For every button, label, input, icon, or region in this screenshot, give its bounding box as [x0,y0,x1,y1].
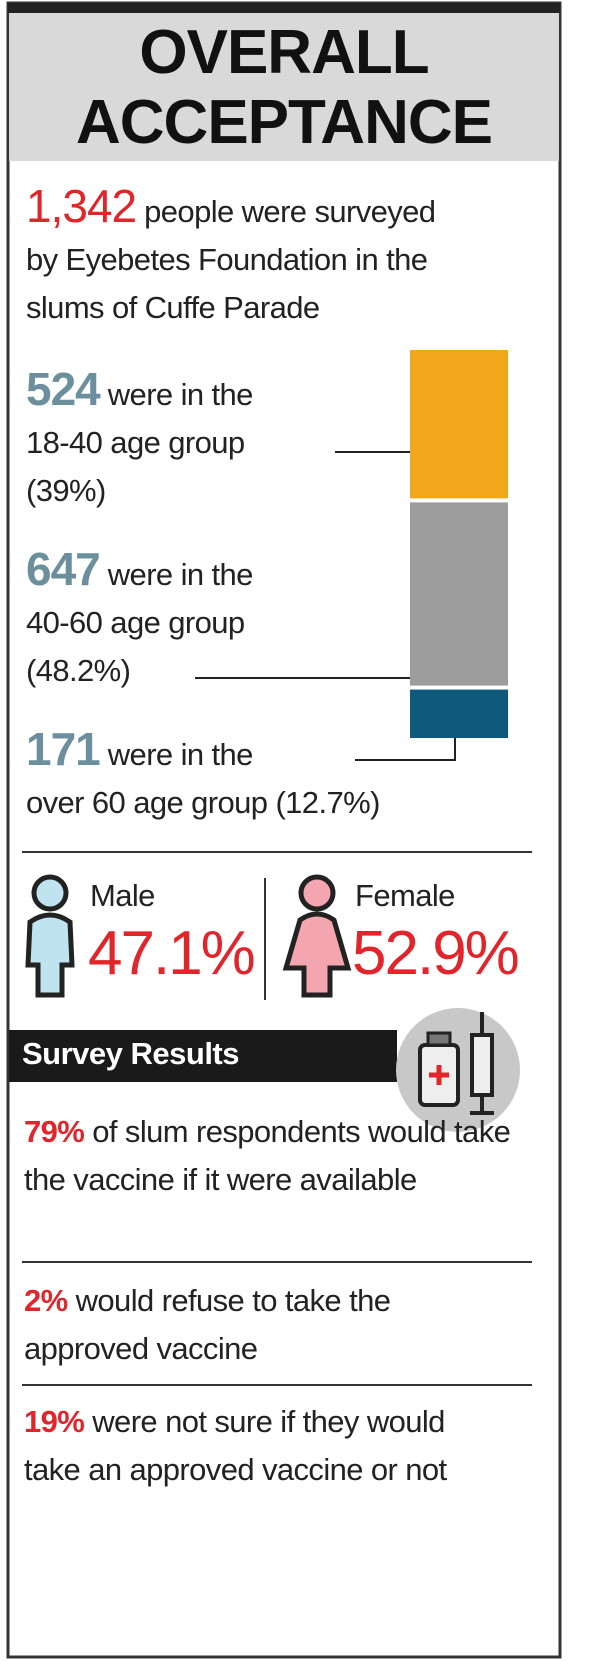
title: OVERALL ACCEPTANCE [10,18,558,158]
bar-segment [410,350,508,499]
age-group-text: 647 were in the 40-60 age group (48.2%) [26,545,253,695]
gender-value: 47.1% [88,919,256,988]
age-group-text: 524 were in the 18-40 age group (39%) [26,365,253,515]
icon-syringe [470,1033,494,1097]
intro-line: by Eyebetes Foundation in the [26,242,428,277]
item-highlight: 19% [24,1404,85,1439]
icon-body [25,912,75,998]
icon-cross [429,1065,449,1085]
age-line: 40-60 age group [26,605,245,640]
female-icon [282,874,352,998]
vaccine-icon [396,1008,520,1132]
age-text: were in the [107,377,254,412]
age-text: were in the [107,737,254,772]
age-line: 171 were in the [26,725,380,779]
gender-label: Female [355,878,455,913]
survey-item: 19% were not sure if they would take an … [24,1398,494,1494]
age-count: 524 [26,363,101,415]
icon-head [298,874,336,912]
icon-needle [470,1012,494,1115]
age-line: over 60 age group (12.7%) [26,785,380,820]
gender-value: 52.9% [352,919,520,988]
age-count: 171 [26,723,101,775]
item-text: were not sure if they would take an appr… [24,1404,447,1487]
age-line: 524 were in the [26,365,253,419]
bar-segment [410,689,508,738]
gender-label: Male [90,878,155,913]
icon-body [282,911,352,998]
intro-line: 1,342 people were surveyed [26,180,436,236]
age-text: were in the [107,557,254,592]
item-text: would refuse to take the approved vaccin… [24,1283,391,1366]
title-box [9,13,559,161]
intro-text: people were surveyed [144,194,436,229]
survey-header-bar [9,1030,397,1082]
age-count: 647 [26,543,101,595]
icon-cap [426,1031,452,1047]
title-line: ACCEPTANCE [76,88,493,157]
top-strip [8,3,560,13]
age-line: 647 were in the [26,545,253,599]
item-highlight: 2% [24,1283,68,1318]
icon-head [31,874,69,912]
intro: 1,342 people were surveyed by Eyebetes F… [26,180,436,332]
item-highlight: 79% [24,1114,85,1149]
survey-item: 2% would refuse to take the approved vac… [24,1277,484,1373]
intro-number: 1,342 [26,180,137,232]
age-line: 18-40 age group [26,425,245,460]
item-text: of slum respondents would take the vacci… [24,1114,511,1197]
title-line: OVERALL [139,18,429,87]
male-icon [25,874,75,998]
stacked-bar [410,350,508,738]
bar-segment [410,502,508,686]
age-group-text: 171 were in the over 60 age group (12.7%… [26,725,380,827]
age-line: (48.2%) [26,653,131,688]
survey-item: 79% of slum respondents would take the v… [24,1108,534,1204]
intro-line: slums of Cuffe Parade [26,290,320,325]
age-line: (39%) [26,473,106,508]
survey-title: Survey Results [22,1036,240,1071]
